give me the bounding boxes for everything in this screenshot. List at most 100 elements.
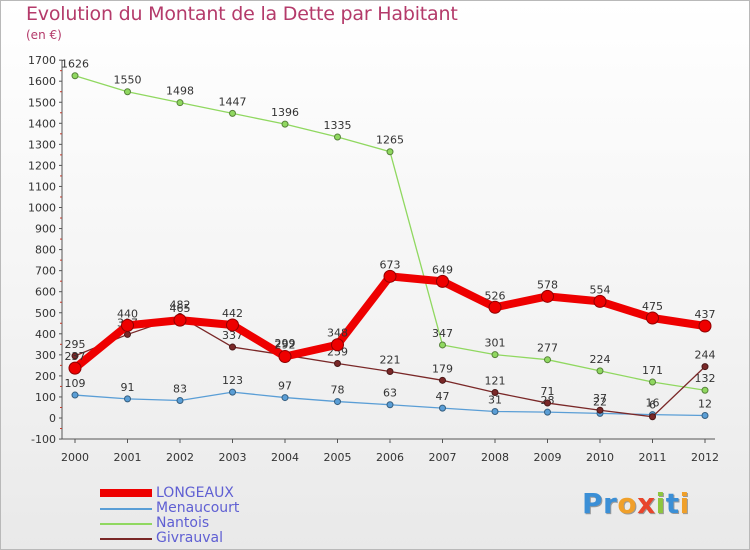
- data-point-nantois: [386, 148, 394, 156]
- data-point-menaucourt: [334, 398, 341, 406]
- x-tick-label: 2003: [219, 451, 247, 464]
- legend-swatch: [100, 523, 152, 525]
- legend-swatch: [100, 489, 152, 497]
- y-tick-label: 800: [35, 244, 56, 257]
- data-label-givrauval: 221: [380, 353, 401, 366]
- data-point-longeaux: [593, 294, 607, 308]
- data-point-nantois: [596, 367, 604, 375]
- data-label-menaucourt: 47: [436, 390, 450, 403]
- data-label-longeaux: 649: [432, 263, 453, 276]
- data-point-menaucourt: [544, 408, 551, 416]
- y-tick-label: 1600: [28, 75, 56, 88]
- data-point-givrauval: [544, 399, 551, 407]
- x-tick-label: 2008: [481, 451, 509, 464]
- y-tick-label: 1300: [28, 138, 56, 151]
- data-label-givrauval: 37: [593, 392, 607, 405]
- x-tick-label: 2004: [271, 451, 299, 464]
- y-tick-label: 500: [35, 307, 56, 320]
- legend-label: Givrauval: [156, 530, 223, 546]
- data-point-longeaux: [541, 289, 554, 303]
- y-tick-label: 400: [35, 328, 56, 341]
- data-label-nantois: 1550: [114, 74, 142, 87]
- data-point-givrauval: [439, 376, 446, 384]
- logo-letter: i: [679, 487, 690, 520]
- y-tick-label: 1100: [28, 180, 56, 193]
- data-label-nantois: 301: [485, 337, 506, 350]
- legend-label: Nantois: [156, 515, 210, 531]
- chart-subtitle: (en €): [26, 28, 62, 42]
- data-point-menaucourt: [281, 394, 289, 402]
- data-point-longeaux: [698, 319, 712, 333]
- data-label-longeaux: 465: [170, 302, 191, 315]
- y-tick-label: 1200: [28, 159, 56, 172]
- data-point-givrauval: [386, 367, 394, 375]
- data-label-nantois: 1626: [61, 58, 89, 71]
- data-label-givrauval: 6: [649, 399, 656, 412]
- series-line-nantois: [74, 75, 706, 391]
- data-label-menaucourt: 123: [222, 374, 243, 387]
- data-label-givrauval: 482: [170, 299, 191, 312]
- data-point-givrauval: [71, 352, 79, 360]
- data-label-menaucourt: 16: [646, 397, 660, 410]
- y-tick-label: 1500: [28, 96, 56, 109]
- data-point-longeaux: [173, 313, 187, 327]
- data-label-nantois: 1335: [324, 119, 352, 132]
- data-point-longeaux: [646, 311, 659, 325]
- data-label-longeaux: 437: [695, 308, 716, 321]
- data-point-givrauval: [491, 389, 499, 397]
- data-point-longeaux: [436, 274, 449, 288]
- data-point-nantois: [439, 341, 446, 349]
- data-point-givrauval: [701, 363, 709, 371]
- y-tick-label: 1000: [28, 202, 56, 215]
- data-label-longeaux: 237: [65, 350, 86, 363]
- data-label-menaucourt: 91: [121, 381, 135, 394]
- data-label-menaucourt: 83: [173, 383, 187, 396]
- data-label-givrauval: 179: [432, 362, 453, 375]
- data-label-givrauval: 295: [65, 338, 86, 351]
- data-point-menaucourt: [124, 395, 131, 403]
- data-point-nantois: [71, 72, 79, 80]
- data-label-nantois: 277: [537, 342, 558, 355]
- proxiti-logo[interactable]: Proxiti: [582, 487, 690, 520]
- data-label-longeaux: 673: [380, 258, 401, 271]
- x-tick-label: 2012: [691, 451, 719, 464]
- y-tick-label: 700: [35, 265, 56, 278]
- x-tick-label: 2001: [114, 451, 142, 464]
- legend-swatch: [100, 538, 152, 540]
- logo-letter: o: [617, 487, 638, 520]
- data-point-menaucourt: [491, 407, 499, 415]
- data-point-nantois: [544, 356, 551, 364]
- data-label-longeaux: 442: [222, 307, 243, 320]
- y-tick-label: 600: [35, 286, 56, 299]
- data-point-nantois: [176, 99, 184, 107]
- x-tick-label: 2005: [324, 451, 352, 464]
- data-label-nantois: 1447: [219, 95, 247, 108]
- data-label-longeaux: 526: [485, 289, 506, 302]
- y-tick-label: 300: [35, 349, 56, 362]
- legend-label: LONGEAUX: [156, 485, 234, 501]
- data-point-longeaux: [68, 361, 82, 375]
- data-point-longeaux: [383, 269, 397, 283]
- x-tick-label: 2000: [61, 451, 89, 464]
- data-point-givrauval: [649, 413, 656, 421]
- data-point-menaucourt: [229, 388, 236, 396]
- data-point-nantois: [229, 109, 236, 117]
- data-point-givrauval: [124, 330, 131, 338]
- data-label-nantois: 132: [695, 372, 716, 385]
- data-label-nantois: 1396: [271, 106, 299, 119]
- data-point-givrauval: [229, 343, 236, 351]
- data-point-nantois: [701, 386, 709, 394]
- legend-swatch: [100, 508, 152, 510]
- data-point-longeaux: [331, 338, 344, 352]
- data-point-nantois: [124, 88, 131, 96]
- data-point-longeaux: [226, 318, 239, 332]
- y-tick-label: -100: [31, 433, 56, 446]
- y-tick-label: 0: [49, 412, 56, 425]
- data-point-longeaux: [488, 300, 502, 314]
- data-label-nantois: 347: [432, 327, 453, 340]
- data-point-longeaux: [121, 318, 134, 332]
- data-label-nantois: 224: [590, 353, 611, 366]
- data-point-menaucourt: [386, 401, 394, 409]
- data-label-menaucourt: 78: [331, 384, 345, 397]
- y-tick-label: 900: [35, 223, 56, 236]
